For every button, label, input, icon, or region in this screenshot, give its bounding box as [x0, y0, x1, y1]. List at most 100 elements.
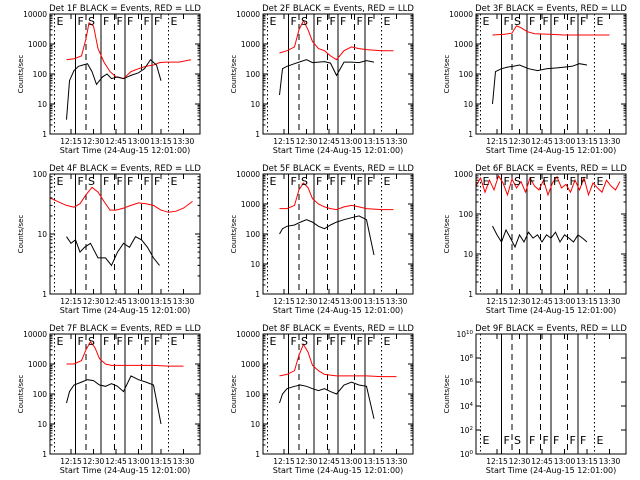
marker-label-4: F [316, 15, 322, 28]
panel-title: Det 6F BLACK = Events, RED = LLD [475, 164, 627, 174]
x-tick-label: 12:30 [509, 137, 531, 146]
marker-label-1: E [483, 434, 490, 447]
events-series-line [279, 59, 375, 96]
y-tick-label: 10000 [23, 330, 47, 339]
panel-title: Det 3F BLACK = Events, RED = LLD [475, 4, 627, 14]
x-axis-label: Start Time (24-Aug-15 12:01:00) [486, 306, 617, 315]
y-tick-label: 1000 [454, 40, 473, 49]
marker-label-2: F [504, 434, 510, 447]
marker-label-5: F [330, 335, 336, 348]
y-tick-label: 10 [463, 250, 473, 259]
y-tick-label: 10000 [236, 10, 260, 19]
x-tick-label: 12:45 [531, 457, 553, 466]
x-tick-label: 13:00 [341, 297, 363, 306]
marker-label-3: S [514, 15, 521, 28]
x-tick-label: 12:15 [486, 457, 508, 466]
events-series-line [492, 225, 588, 249]
y-tick-label: 1 [255, 450, 260, 459]
x-tick-label: 12:15 [60, 297, 82, 306]
marker-label-4: F [316, 335, 322, 348]
x-tick-label: 13:15 [576, 137, 598, 146]
x-tick-label: 12:30 [509, 297, 531, 306]
marker-label-7: F [357, 175, 363, 188]
y-tick-label: 104 [460, 402, 474, 411]
marker-label-6: F [553, 175, 559, 188]
y-tick-label: 1000 [28, 360, 47, 369]
x-tick-label: 13:00 [128, 457, 150, 466]
x-tick-label: 12:45 [531, 137, 553, 146]
marker-label-2: F [78, 175, 84, 188]
y-tick-label: 1 [468, 290, 473, 299]
y-tick-label: 10 [463, 100, 473, 109]
lld-series-line [476, 174, 621, 197]
marker-label-3: S [301, 15, 308, 28]
marker-label-7: F [357, 15, 363, 28]
plot-frame [475, 333, 627, 455]
y-tick-label: 100 [33, 390, 48, 399]
marker-label-6: F [553, 15, 559, 28]
x-tick-label: 13:30 [173, 457, 195, 466]
marker-label-9: E [597, 434, 604, 447]
y-axis-label: Counts/sec [230, 215, 238, 254]
lld-series-line [50, 186, 193, 213]
x-tick-label: 13:30 [173, 297, 195, 306]
y-tick-label: 10 [37, 100, 47, 109]
x-tick-label: 13:00 [341, 137, 363, 146]
marker-label-1: E [57, 15, 64, 28]
marker-label-2: F [291, 15, 297, 28]
x-tick-label: 12:30 [83, 297, 105, 306]
marker-label-3: S [301, 175, 308, 188]
y-tick-label: 100 [33, 170, 48, 179]
x-tick-label: 12:30 [296, 457, 318, 466]
x-tick-label: 12:45 [105, 457, 127, 466]
x-tick-label: 13:15 [363, 137, 385, 146]
marker-label-7: F [357, 335, 363, 348]
marker-label-6: F [127, 15, 133, 28]
marker-label-2: F [78, 335, 84, 348]
x-tick-label: 13:15 [150, 457, 172, 466]
x-tick-label: 12:45 [318, 297, 340, 306]
panel-title: Det 2F BLACK = Events, RED = LLD [262, 4, 414, 14]
y-tick-label: 10 [250, 260, 260, 269]
x-tick-label: 13:00 [341, 457, 363, 466]
y-tick-label: 1000 [241, 360, 260, 369]
x-tick-label: 13:30 [173, 137, 195, 146]
marker-label-5: F [330, 175, 336, 188]
y-axis-label: Counts/sec [443, 55, 451, 94]
marker-label-1: E [270, 15, 277, 28]
marker-label-9: E [171, 335, 178, 348]
panel-title: Det 5F BLACK = Events, RED = LLD [262, 164, 414, 174]
marker-label-4: F [529, 175, 535, 188]
x-tick-label: 13:15 [150, 137, 172, 146]
marker-label-7: F [570, 434, 576, 447]
y-tick-label: 10000 [236, 170, 260, 179]
marker-label-6: F [340, 175, 346, 188]
marker-label-7: F [144, 335, 150, 348]
marker-label-2: F [78, 15, 84, 28]
marker-label-4: F [316, 175, 322, 188]
events-series-line [279, 215, 375, 256]
panel-title: Det 4F BLACK = Events, RED = LLD [49, 164, 201, 174]
plot-frame [475, 173, 627, 295]
marker-label-8: F [580, 434, 586, 447]
panel-title: Det 1F BLACK = Events, RED = LLD [49, 4, 201, 14]
x-tick-label: 13:30 [599, 137, 621, 146]
y-tick-label: 100 [246, 390, 261, 399]
x-tick-label: 12:30 [296, 297, 318, 306]
marker-label-9: E [384, 335, 391, 348]
marker-label-8: F [154, 15, 160, 28]
x-tick-label: 12:15 [486, 137, 508, 146]
marker-label-7: F [144, 175, 150, 188]
x-axis-label: Start Time (24-Aug-15 12:01:00) [60, 466, 191, 475]
marker-label-8: F [154, 335, 160, 348]
x-axis-label: Start Time (24-Aug-15 12:01:00) [273, 306, 404, 315]
x-tick-label: 13:30 [386, 137, 408, 146]
x-tick-label: 12:15 [273, 137, 295, 146]
marker-label-8: F [367, 175, 373, 188]
